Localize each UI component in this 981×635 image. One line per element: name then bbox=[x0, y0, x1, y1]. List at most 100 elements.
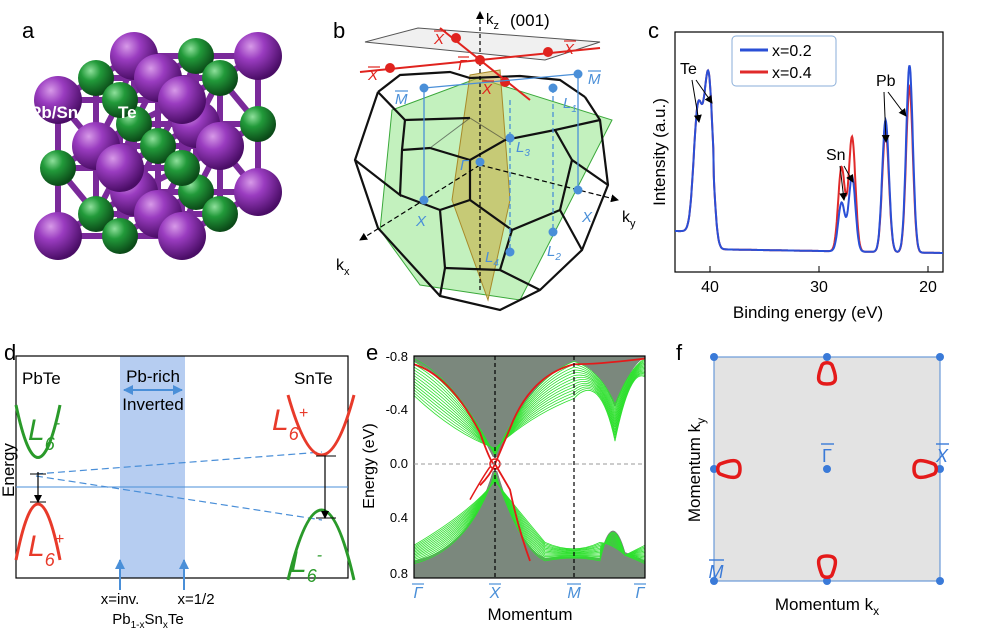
snte-conduction-band bbox=[286, 394, 356, 457]
brillouin-zone bbox=[353, 70, 610, 312]
xps-xticks: 40 30 20 bbox=[701, 266, 937, 296]
pocket-top bbox=[816, 361, 838, 386]
xtick-40: 40 bbox=[701, 279, 719, 296]
te-atom bbox=[164, 150, 200, 186]
xbar-label-right: X bbox=[563, 41, 575, 58]
surface-label: (001) bbox=[510, 11, 550, 30]
panel-e-letter: e bbox=[366, 340, 378, 365]
l2-label: L2 bbox=[547, 243, 561, 263]
legend-label-x02: x=0.2 bbox=[772, 43, 812, 60]
fs-mbar-label: M bbox=[709, 562, 724, 582]
x-half-label: x=1/2 bbox=[177, 591, 214, 608]
xtick-gamma-right: Γ bbox=[635, 585, 645, 602]
bulk-band-line bbox=[414, 372, 645, 451]
pbsn-atom bbox=[158, 76, 206, 124]
te-atom bbox=[140, 128, 176, 164]
te-atom bbox=[40, 150, 76, 186]
slab-xticks: Γ X M Γ bbox=[412, 583, 646, 602]
panel-b: b bbox=[333, 11, 636, 312]
xtick-m: M bbox=[567, 585, 581, 602]
surface-points bbox=[385, 33, 553, 87]
te-atom bbox=[102, 218, 138, 254]
pbsn-atom bbox=[196, 122, 244, 170]
projection-lines bbox=[423, 73, 579, 252]
slab-plot-frame bbox=[413, 355, 646, 579]
ytick-m04: -0.4 bbox=[386, 402, 408, 417]
l6-minus-right: L6- bbox=[290, 546, 322, 586]
te-atom bbox=[178, 38, 214, 74]
pbte-label: PbTe bbox=[22, 369, 61, 388]
l3-label: L3 bbox=[516, 139, 530, 159]
pocket-right bbox=[912, 458, 938, 480]
xtick-30: 30 bbox=[810, 279, 828, 296]
surface-plane bbox=[364, 27, 601, 61]
l6-plus-left: L6+ bbox=[28, 530, 64, 570]
bulk-band-line bbox=[414, 369, 645, 452]
xtick-20: 20 bbox=[919, 279, 937, 296]
pocket-bottom bbox=[816, 554, 838, 579]
pbsn-atom bbox=[34, 212, 82, 260]
panel-e: e Energy (eV) -0.8 -0.4 0.0 0.4 0.8 Γ X … bbox=[361, 340, 646, 624]
element-label-te: Te bbox=[680, 61, 697, 78]
bulk-band-line bbox=[414, 480, 645, 556]
kz-label: kz bbox=[486, 11, 499, 32]
fs-gamma-label: Γ bbox=[822, 446, 832, 466]
surface-state-lower bbox=[469, 466, 491, 500]
inverted-label: Inverted bbox=[122, 395, 183, 414]
te-atom bbox=[240, 106, 276, 142]
mbar-label-left: M bbox=[395, 91, 408, 108]
pbsn-atom bbox=[96, 144, 144, 192]
slab-bands bbox=[414, 356, 645, 578]
panel-a-letter: a bbox=[22, 18, 35, 43]
fs-pockets bbox=[716, 361, 938, 579]
te-atom bbox=[102, 82, 138, 118]
fs-points bbox=[710, 353, 944, 585]
element-label-sn: Sn bbox=[826, 147, 846, 164]
pbte-conduction-band bbox=[14, 404, 62, 459]
panel-a: a Pb/Sn Te bbox=[22, 18, 282, 260]
element-label-pb: Pb bbox=[876, 73, 896, 90]
te-atom bbox=[78, 196, 114, 232]
bulk-band-line bbox=[414, 363, 645, 455]
xbar-label-top: X bbox=[433, 31, 445, 48]
bulk-band-line bbox=[414, 365, 645, 454]
panel-d: d PbTe SnTe Pb-rich Inverted Energy L6- … bbox=[0, 340, 356, 631]
xps-plot-frame bbox=[674, 31, 944, 273]
bulk-band-line bbox=[414, 362, 645, 455]
panel-f: f Γ X M Momentum kx Momentum ky bbox=[676, 340, 949, 618]
fs-xlabel: Momentum kx bbox=[775, 595, 879, 618]
xbar-label-left: X bbox=[367, 67, 379, 84]
snte-label: SnTe bbox=[294, 369, 333, 388]
energy-label: Energy bbox=[0, 443, 18, 497]
panel-c-letter: c bbox=[648, 18, 659, 43]
panel-c: c x=0.2 x=0.4 Te Sn Pb Intensity (a.u.) … bbox=[648, 18, 944, 322]
xtick-gamma-left: Γ bbox=[413, 585, 423, 602]
te-label: Te bbox=[118, 103, 137, 122]
panel-f-letter: f bbox=[676, 340, 683, 365]
l6-minus-left: L6- bbox=[28, 414, 60, 454]
pbsn-atom bbox=[234, 168, 282, 216]
legend-label-x04: x=0.4 bbox=[772, 65, 812, 82]
xps-xlabel: Binding energy (eV) bbox=[733, 303, 883, 322]
ytick-08: 0.8 bbox=[390, 566, 408, 581]
x-label-right: X bbox=[581, 209, 593, 226]
bulk-band-line bbox=[414, 473, 645, 560]
surface-state-cone bbox=[494, 357, 645, 465]
l4-label: L4 bbox=[485, 249, 499, 269]
bulk-band-line bbox=[414, 370, 645, 452]
bulk-band-line bbox=[414, 479, 645, 556]
kx-label: kx bbox=[336, 257, 350, 278]
panel-b-letter: b bbox=[333, 18, 345, 43]
ytick-m08: -0.8 bbox=[386, 349, 408, 364]
bulk-band-line bbox=[414, 368, 645, 453]
compound-label: Pb1-xSnxTe bbox=[112, 611, 183, 631]
l6-plus-right: L6+ bbox=[272, 404, 308, 444]
bz-thin-edges bbox=[429, 117, 506, 149]
pbsn-atom bbox=[234, 32, 282, 80]
slab-yticks: -0.8 -0.4 0.0 0.4 0.8 bbox=[386, 349, 408, 581]
fs-xbar-label: X bbox=[935, 446, 949, 466]
snte-valence-band bbox=[286, 508, 356, 581]
pbsn-label: Pb/Sn bbox=[30, 103, 78, 122]
pocket-left bbox=[716, 458, 742, 480]
surface-state-cone bbox=[414, 363, 496, 466]
